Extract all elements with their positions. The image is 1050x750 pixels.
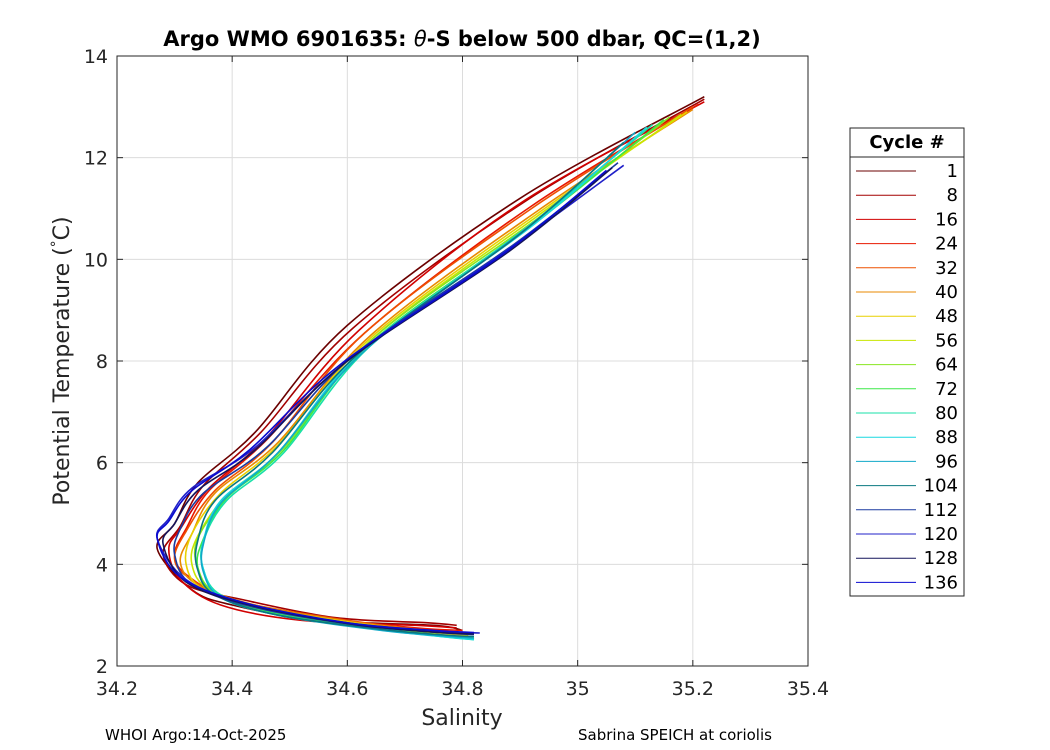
y-tick-label: 6: [96, 453, 108, 475]
legend-label: 24: [935, 234, 958, 255]
legend-label: 96: [935, 451, 958, 472]
x-tick-label: 34.4: [211, 678, 253, 700]
legend-label: 104: [924, 476, 958, 497]
y-tick-label: 10: [84, 249, 108, 271]
series-line-cycle-136: [156, 169, 608, 634]
legend-title: Cycle #: [869, 132, 944, 153]
legend-label: 64: [935, 355, 958, 376]
x-tick-label: 34.6: [326, 678, 368, 700]
x-axis-label: Salinity: [421, 706, 502, 731]
series-layer: [155, 95, 705, 641]
legend-label: 72: [935, 379, 958, 400]
legend-label: 128: [924, 548, 958, 569]
y-axis-label: Potential Temperature (°C): [49, 216, 75, 505]
series-line-cycle-32: [173, 106, 694, 634]
legend: Cycle # 1 8 16 24 32 40 48 56 64 72 80 88 96 104 112 12…: [849, 127, 965, 597]
legend-label: 112: [924, 500, 958, 521]
legend-label: 8: [947, 185, 958, 206]
footer-right: Sabrina SPEICH at coriolis: [578, 726, 772, 744]
legend-label: 56: [935, 330, 958, 351]
legend-label: 16: [935, 209, 958, 230]
y-tick-label: 4: [96, 554, 108, 576]
tick-marks: [116, 55, 809, 667]
y-tick-labels: 2 4 6 8 10 12 14: [84, 46, 108, 678]
x-tick-label: 34.2: [96, 678, 138, 700]
legend-label: 120: [924, 524, 958, 545]
legend-box: [849, 127, 965, 597]
plot-area: 34.2 34.4 34.6 34.8 35 35.2 35.4 2 4 6 8 10 12 14: [84, 46, 829, 700]
y-tick-label: 8: [96, 351, 108, 373]
y-tick-label: 14: [84, 46, 108, 68]
legend-label: 48: [935, 306, 958, 327]
y-tick-label: 2: [96, 656, 108, 678]
legend-label: 88: [935, 427, 958, 448]
series-line-cycle-104: [194, 141, 625, 638]
y-tick-label: 12: [84, 148, 108, 170]
legend-label: 32: [935, 258, 958, 279]
x-tick-label: 35.4: [787, 678, 829, 700]
footer-left: WHOI Argo:14-Oct-2025: [105, 726, 286, 744]
legend-label: 1: [947, 161, 958, 182]
legend-label: 40: [935, 282, 958, 303]
x-tick-label: 34.8: [441, 678, 483, 700]
x-tick-label: 35.2: [672, 678, 714, 700]
x-tick-label: 35: [566, 678, 590, 700]
legend-label: 80: [935, 403, 958, 424]
x-tick-labels: 34.2 34.4 34.6 34.8 35 35.2 35.4: [96, 678, 829, 700]
legend-label: 136: [924, 572, 958, 593]
chart-title: Argo WMO 6901635: θ-S below 500 dbar, QC…: [163, 27, 760, 51]
